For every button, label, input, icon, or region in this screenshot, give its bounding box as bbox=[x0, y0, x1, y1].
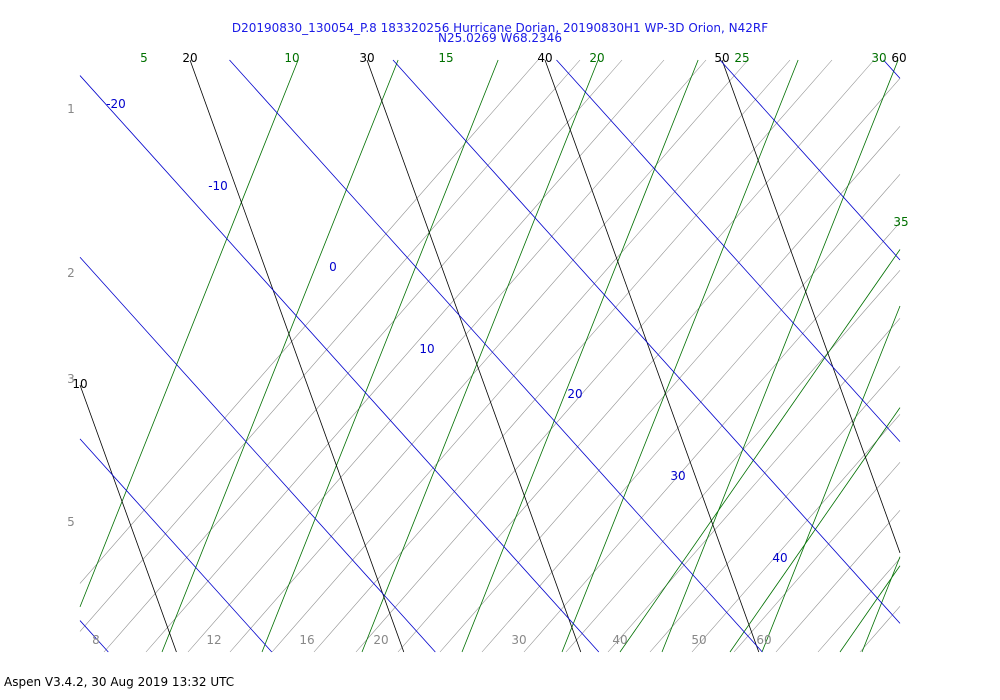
isotherm-line bbox=[79, 256, 436, 653]
isotherm-line bbox=[883, 59, 901, 79]
dry-adiabat-line bbox=[189, 59, 405, 653]
isotherm-label: 30 bbox=[670, 469, 685, 483]
moist-adiabat-line bbox=[729, 407, 901, 653]
moist-adiabat-line bbox=[661, 59, 899, 653]
moist-adiabat-line bbox=[161, 59, 399, 653]
moist-adiabat-label: 20 bbox=[589, 51, 604, 65]
moist-adiabat-label: 25 bbox=[734, 51, 749, 65]
moist-adiabat-label: 30 bbox=[871, 51, 886, 65]
moist-adiabat-line bbox=[839, 565, 901, 653]
isotherm-line bbox=[556, 59, 901, 442]
moist-adiabat-line bbox=[619, 249, 901, 653]
dry-adiabat-label: 20 bbox=[182, 51, 197, 65]
mixing-ratio-label: 60 bbox=[756, 633, 771, 647]
mixing-ratio-line bbox=[397, 78, 901, 653]
mixing-ratio-label: 2 bbox=[67, 266, 75, 280]
mixing-ratio-line bbox=[439, 126, 901, 653]
isotherm-label: -10 bbox=[208, 179, 228, 193]
mixing-ratio-label: 40 bbox=[612, 633, 627, 647]
isotherm-label: 40 bbox=[772, 551, 787, 565]
mixing-ratio-line bbox=[733, 462, 901, 653]
mixing-ratio-line bbox=[523, 222, 901, 653]
moist-adiabat-line bbox=[361, 59, 599, 653]
isotherm-line bbox=[719, 59, 901, 261]
isotherm-line bbox=[79, 620, 109, 653]
dry-adiabat-line bbox=[544, 59, 760, 653]
moist-adiabat-line bbox=[861, 556, 901, 653]
mixing-ratio-label: 3 bbox=[67, 372, 75, 386]
dry-adiabat-label: 60 bbox=[891, 51, 906, 65]
mixing-ratio-label: 50 bbox=[691, 633, 706, 647]
mixing-ratio-label: 8 bbox=[92, 633, 100, 647]
dry-adiabat-label: 10 bbox=[72, 377, 87, 391]
moist-adiabat-line bbox=[761, 305, 901, 653]
isotherm-line bbox=[79, 75, 600, 653]
mixing-ratio-line bbox=[313, 59, 833, 653]
moist-adiabat-line bbox=[79, 59, 299, 608]
moist-adiabat-line bbox=[261, 59, 499, 653]
mixing-ratio-line bbox=[775, 510, 901, 653]
isotherm-label: 10 bbox=[419, 342, 434, 356]
mixing-ratio-line bbox=[859, 606, 901, 653]
mixing-ratio-line bbox=[271, 59, 791, 653]
moist-adiabat-label: 5 bbox=[140, 51, 148, 65]
mixing-ratio-line bbox=[565, 270, 901, 653]
mixing-ratio-line bbox=[79, 59, 581, 632]
dry-adiabat-label: 50 bbox=[714, 51, 729, 65]
mixing-ratio-label: 30 bbox=[511, 633, 526, 647]
dry-adiabat-line bbox=[366, 59, 582, 653]
isotherm-label: 0 bbox=[329, 260, 337, 274]
mixing-ratio-line bbox=[691, 414, 901, 653]
mixing-ratio-line bbox=[187, 59, 707, 653]
isotherm-label: 20 bbox=[567, 387, 582, 401]
mixing-ratio-label: 5 bbox=[67, 515, 75, 529]
isotherm-label: -20 bbox=[106, 97, 126, 111]
mixing-ratio-label: 1 bbox=[67, 102, 75, 116]
mixing-ratio-line bbox=[79, 59, 539, 584]
mixing-ratio-line bbox=[649, 366, 901, 653]
mixing-ratio-line bbox=[229, 59, 749, 653]
mixing-ratio-line bbox=[817, 558, 901, 653]
moist-adiabat-label: 35 bbox=[893, 215, 908, 229]
moist-adiabat-line bbox=[561, 59, 799, 653]
mixing-ratio-line bbox=[607, 318, 901, 653]
isotherm-line bbox=[229, 59, 763, 653]
moist-adiabat-label: 15 bbox=[438, 51, 453, 65]
mixing-ratio-label: 12 bbox=[206, 633, 221, 647]
mixing-ratio-line bbox=[355, 59, 875, 653]
dry-adiabat-label: 30 bbox=[359, 51, 374, 65]
mixing-ratio-label: 20 bbox=[373, 633, 388, 647]
dry-adiabat-label: 40 bbox=[537, 51, 552, 65]
moist-adiabat-line bbox=[461, 59, 699, 653]
mixing-ratio-line bbox=[145, 59, 665, 653]
isotherm-line bbox=[79, 438, 273, 653]
mixing-ratio-label: 16 bbox=[299, 633, 314, 647]
dry-adiabat-line bbox=[721, 59, 901, 554]
chart-title-line2: N25.0269 W68.2346 bbox=[438, 31, 562, 45]
mixing-ratio-line bbox=[103, 59, 623, 653]
dry-adiabat-line bbox=[79, 384, 177, 653]
isotherm-line bbox=[392, 59, 901, 624]
software-version-footer: Aspen V3.4.2, 30 Aug 2019 13:32 UTC bbox=[4, 675, 235, 689]
moist-adiabat-label: 10 bbox=[284, 51, 299, 65]
chart-title-line1: D20190830_130054_P.8 183320256 Hurricane… bbox=[231, 21, 769, 35]
